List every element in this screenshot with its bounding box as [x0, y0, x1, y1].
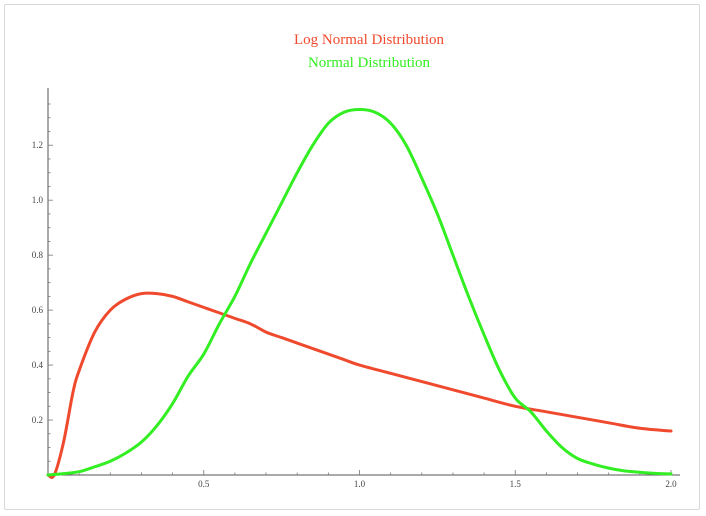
legend-normal: Normal Distribution	[308, 55, 431, 71]
y-tick-label: 0.2	[32, 415, 43, 425]
axes: 0.2 0.4 0.6 0.8 1.0 1.2 0.5 1.0 1.5 2.0	[32, 88, 680, 489]
y-tick-label: 0.8	[32, 250, 44, 260]
x-tick-label: 1.0	[354, 479, 366, 489]
series-lines	[46, 108, 673, 479]
chart-frame	[4, 4, 700, 510]
legend: Log Normal Distribution Normal Distribut…	[294, 32, 444, 71]
y-tick-label: 1.0	[32, 195, 44, 205]
series-line-normal	[46, 108, 673, 477]
legend-lognormal: Log Normal Distribution	[294, 32, 444, 48]
x-tick-label: 0.5	[198, 479, 210, 489]
x-tick-label: 2.0	[665, 479, 677, 489]
x-tick-label: 1.5	[510, 479, 522, 489]
y-tick-label: 1.2	[32, 140, 43, 150]
y-tick-label: 0.6	[32, 305, 44, 315]
series-line-lognormal	[46, 291, 673, 479]
y-tick-label: 0.4	[32, 360, 44, 370]
